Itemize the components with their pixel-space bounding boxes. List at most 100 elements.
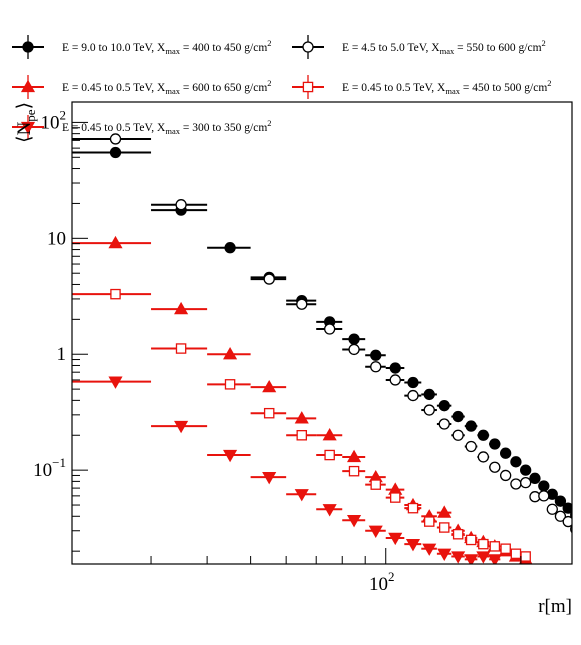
- data-point: [108, 235, 123, 249]
- series-5: [72, 376, 502, 564]
- data-point: [263, 407, 275, 419]
- data-point: [562, 515, 572, 528]
- data-point: [389, 374, 401, 386]
- data-point: [370, 349, 382, 361]
- data-point: [322, 504, 337, 517]
- data-point: [554, 495, 567, 507]
- legend: E = 9.0 to 10.0 TeV, Xmax = 400 to 450 g…: [12, 35, 552, 139]
- legend-label-pre: E = 0.45 to 0.5 TeV, X: [62, 82, 166, 94]
- data-point: [510, 456, 522, 468]
- data-point: [370, 361, 382, 373]
- x-tick-label-base: 10: [369, 574, 388, 595]
- legend-marker: [20, 121, 36, 135]
- y-tick-label: 1: [57, 344, 67, 365]
- legend-label-mid: = 600 to 650 g/cm: [180, 82, 267, 94]
- data-point: [346, 515, 362, 528]
- legend-marker: [20, 79, 36, 93]
- data-point: [538, 490, 550, 502]
- legend-label-pre: E = 0.45 to 0.5 TeV, X: [62, 122, 166, 134]
- data-point: [500, 543, 511, 554]
- y-tick-label-base: 10: [41, 112, 60, 133]
- data-point: [223, 449, 238, 463]
- data-point: [529, 472, 541, 484]
- series-3: [72, 235, 533, 564]
- data-point: [546, 503, 558, 515]
- data-point: [452, 528, 464, 540]
- data-point: [478, 538, 489, 550]
- data-point: [489, 438, 501, 450]
- y-tick-label: 102: [41, 107, 67, 133]
- data-point: [487, 554, 502, 564]
- legend-entry-5: E = 0.45 to 0.5 TeV, Xmax = 300 to 350 g…: [12, 115, 272, 139]
- y-axis-title-sub: pe: [23, 109, 38, 122]
- data-point: [294, 489, 309, 502]
- data-point: [438, 418, 450, 430]
- legend-label-sup: 2: [267, 38, 271, 48]
- data-point: [538, 480, 550, 492]
- legend-label-sub: max: [165, 126, 180, 136]
- legend-label-pre: E = 9.0 to 10.0 TeV, X: [62, 42, 166, 54]
- data-point: [370, 479, 381, 490]
- data-point: [388, 532, 403, 546]
- data-point: [489, 541, 501, 552]
- data-point: [322, 428, 337, 441]
- data-point: [389, 492, 401, 503]
- series-4: [72, 288, 531, 562]
- data-point: [554, 510, 567, 522]
- data-point: [224, 379, 236, 390]
- y-tick-label: 10: [47, 228, 66, 249]
- data-point: [452, 410, 464, 423]
- data-point: [510, 548, 522, 560]
- data-point: [422, 543, 437, 556]
- legend-label-pre: E = 4.5 to 5.0 TeV, X: [342, 42, 440, 54]
- data-point: [174, 301, 189, 315]
- legend-label: E = 0.45 to 0.5 TeV, Xmax = 600 to 650 g…: [62, 78, 272, 96]
- data-point: [407, 376, 419, 389]
- legend-label: E = 0.45 to 0.5 TeV, Xmax = 300 to 350 g…: [62, 118, 272, 136]
- legend-marker: [22, 41, 34, 53]
- data-point: [489, 461, 501, 473]
- legend-label: E = 9.0 to 10.0 TeV, Xmax = 400 to 450 g…: [62, 38, 272, 56]
- data-point: [465, 420, 477, 432]
- data-point: [464, 554, 479, 564]
- data-point: [407, 389, 419, 402]
- data-point: [452, 429, 464, 441]
- y-tick-label-base: 10: [33, 460, 52, 481]
- y-tick-label-exp: 2: [60, 107, 67, 122]
- data-point: [368, 525, 383, 538]
- data-point: [477, 429, 490, 441]
- data-point: [451, 551, 466, 564]
- data-point: [348, 343, 360, 356]
- data-point: [465, 534, 477, 546]
- legend-label-sub: max: [165, 86, 180, 96]
- data-point: [109, 133, 122, 145]
- data-point: [520, 464, 532, 476]
- data-point: [510, 478, 522, 490]
- data-point: [405, 538, 421, 552]
- legend-marker: [302, 41, 314, 53]
- data-point: [262, 472, 277, 485]
- series-2: [72, 133, 572, 534]
- legend-label: E = 4.5 to 5.0 TeV, Xmax = 550 to 600 g/…: [342, 38, 546, 56]
- x-tick-label: 102: [369, 569, 395, 595]
- plot-area: [72, 133, 572, 564]
- data-point: [520, 477, 532, 489]
- data-point: [437, 505, 452, 518]
- legend-label: E = 0.45 to 0.5 TeV, Xmax = 450 to 500 g…: [342, 78, 552, 96]
- data-point: [296, 298, 308, 310]
- y-axis-title: ⟨Npe⟩: [14, 102, 38, 143]
- data-point: [423, 404, 435, 416]
- data-point: [296, 430, 308, 441]
- data-point: [324, 323, 336, 335]
- legend-entry-3: E = 0.45 to 0.5 TeV, Xmax = 600 to 650 g…: [12, 75, 272, 99]
- legend-label-pre: E = 0.45 to 0.5 TeV, X: [342, 82, 446, 94]
- data-point: [389, 362, 401, 374]
- x-tick-label-exp: 2: [388, 569, 395, 584]
- data-point: [224, 242, 236, 254]
- data-point: [175, 199, 187, 211]
- y-axis-title-close: ⟩: [14, 102, 35, 109]
- legend-label-mid: = 450 to 500 g/cm: [460, 82, 547, 94]
- data-point: [520, 551, 531, 562]
